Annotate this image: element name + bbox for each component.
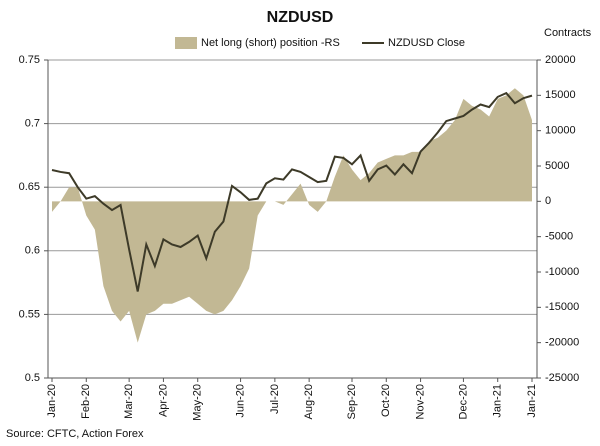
y-tick-label: 0.55 [19,308,40,320]
y2-tick-label: -15000 [545,301,579,313]
x-tick-label: Feb-20 [80,384,92,419]
line [51,91,533,292]
legend-label: NZDUSD Close [388,37,465,49]
y-tick-label: 0.75 [19,54,40,66]
y2-tick-label: 15000 [545,89,576,101]
y2-tick-label: -5000 [545,231,573,243]
y2-tick-label: 0 [545,195,551,207]
y-tick-label: 0.7 [25,118,40,130]
x-tick-label: Jan-20 [46,384,58,418]
y2-tick-label: -25000 [545,372,579,384]
x-tick-label: Jan-21 [492,384,504,418]
x-tick-label: Aug-20 [303,384,315,419]
x-tick-label: Dec-20 [457,384,469,419]
x-tick-label: Apr-20 [157,384,169,417]
y2-tick-label: 5000 [545,160,569,172]
legend-swatch [175,37,197,49]
x-tick-label: Jun-20 [234,384,246,418]
x-tick-label: Jan-21 [526,384,538,418]
area [52,88,532,343]
y-tick-label: 0.65 [19,181,40,193]
x-tick-label: Sep-20 [346,384,358,419]
source: Source: CFTC, Action Forex [6,428,144,440]
x-tick-label: May-20 [192,384,204,421]
y2-tick-label: -10000 [545,266,579,278]
y-tick-label: 0.5 [25,372,40,384]
y2-tick-label: 20000 [545,54,576,66]
y-tick-label: 0.6 [25,245,40,257]
chart-title: NZDUSD [267,9,334,26]
x-tick-label: Jul-20 [269,384,281,414]
x-tick-label: Oct-20 [380,384,392,417]
x-tick-label: Mar-20 [123,384,135,419]
y2-axis-label: Contracts [544,27,592,39]
y2-tick-label: -20000 [545,337,579,349]
y2-tick-label: 10000 [545,125,576,137]
legend-label: Net long (short) position -RS [201,37,340,49]
x-tick-label: Nov-20 [414,384,426,419]
